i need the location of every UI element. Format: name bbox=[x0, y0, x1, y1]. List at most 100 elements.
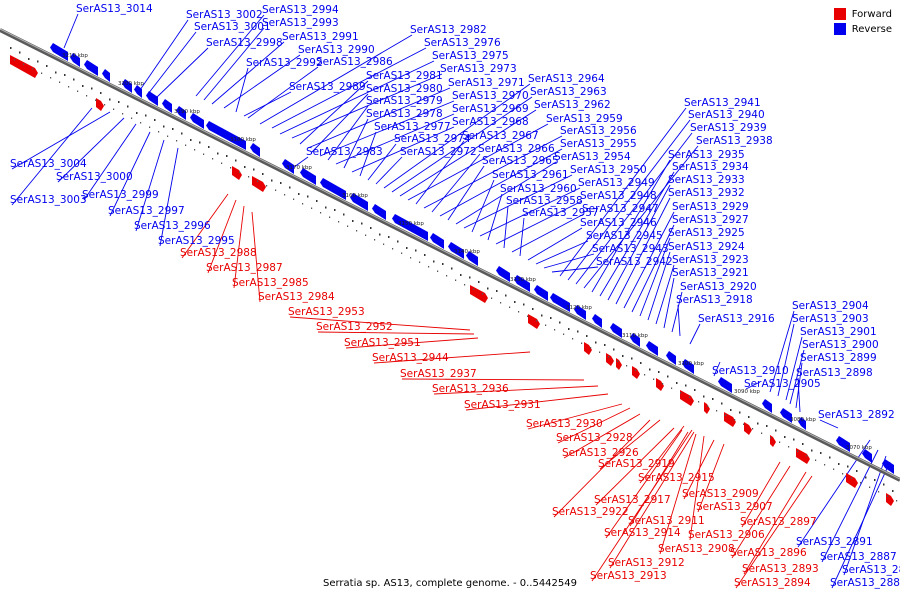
gene-label: SerAS13_2954 bbox=[554, 151, 631, 163]
leader-line bbox=[359, 131, 377, 177]
kbp-tick-label: 3200 kbp bbox=[118, 81, 144, 87]
kbp-tick-label: 3170 kbp bbox=[286, 165, 312, 171]
leader-line bbox=[247, 66, 319, 119]
leader-line bbox=[631, 224, 675, 313]
scale-dot bbox=[293, 198, 295, 200]
leader-line bbox=[181, 193, 229, 259]
scale-dot bbox=[397, 240, 399, 243]
scale-dot bbox=[199, 141, 201, 144]
scale-dot bbox=[748, 416, 750, 418]
gene-label: SerAS13_2931 bbox=[464, 399, 541, 411]
leader-line bbox=[83, 123, 137, 201]
leader-line bbox=[423, 135, 563, 209]
scale-dot bbox=[379, 233, 381, 236]
scale-dot bbox=[226, 155, 228, 157]
gene-label: SerAS13_2919 bbox=[598, 458, 675, 470]
gene-label: SerAS13_2963 bbox=[530, 86, 607, 98]
leader-line bbox=[291, 73, 443, 139]
gene-label: SerAS13_2982 bbox=[410, 24, 487, 36]
gene-label: SerAS13_2906 bbox=[688, 529, 765, 541]
leader-line bbox=[407, 123, 549, 201]
gene-label: SerAS13_2909 bbox=[682, 488, 759, 500]
scale-dot bbox=[770, 437, 772, 439]
scale-dot bbox=[505, 294, 507, 297]
leader-line bbox=[139, 19, 189, 91]
gene-label: SerAS13_2979 bbox=[366, 95, 443, 107]
scale-dot bbox=[626, 365, 628, 367]
leader-line bbox=[535, 240, 589, 265]
scale-dot bbox=[716, 410, 718, 412]
forward-swatch bbox=[833, 8, 846, 20]
scale-dot bbox=[280, 182, 282, 184]
label-leader-lines bbox=[11, 13, 891, 589]
leader-line bbox=[109, 131, 151, 217]
gene-label: SerAS13_2986 bbox=[316, 56, 393, 68]
gene-label: SerAS13_2950 bbox=[570, 164, 647, 176]
gene-label: SerAS13_2913 bbox=[590, 570, 667, 582]
scale-dot bbox=[352, 220, 354, 222]
gene-label: SerAS13_2988 bbox=[180, 247, 257, 259]
leader-line bbox=[553, 419, 651, 518]
gene-label: SerAS13_2930 bbox=[526, 418, 603, 430]
scale-dot bbox=[343, 213, 345, 216]
reverse-gene bbox=[718, 377, 732, 393]
forward-gene bbox=[846, 473, 858, 488]
leader-line bbox=[591, 159, 671, 293]
leader-line bbox=[203, 27, 265, 101]
scale-dot bbox=[712, 398, 714, 400]
scale-dot bbox=[892, 490, 894, 492]
scale-dot bbox=[190, 139, 192, 141]
scale-dot bbox=[707, 405, 709, 407]
reverse-gene bbox=[372, 204, 386, 220]
scale-dot bbox=[289, 186, 291, 189]
gene-label: SerAS13_2957 bbox=[522, 207, 599, 219]
scale-dot bbox=[752, 428, 754, 430]
scale-dot bbox=[320, 212, 322, 214]
scale-dot bbox=[464, 284, 466, 286]
scale-dot bbox=[838, 463, 840, 465]
leader-line bbox=[439, 148, 563, 217]
leader-line bbox=[671, 291, 683, 333]
gene-label: SerAS13_2910 bbox=[712, 365, 789, 377]
scale-dot bbox=[302, 203, 304, 205]
scale-dot bbox=[271, 179, 273, 182]
leader-line bbox=[609, 431, 695, 569]
reverse-gene bbox=[206, 121, 246, 150]
leader-line bbox=[551, 266, 599, 273]
reverse-gene bbox=[146, 91, 158, 106]
scale-dot bbox=[613, 348, 615, 351]
leader-line bbox=[311, 93, 369, 153]
scale-dot bbox=[536, 320, 538, 322]
reverse-gene bbox=[592, 314, 602, 328]
scale-dot bbox=[550, 317, 552, 319]
kbp-tick-label: 3080 kbp bbox=[790, 417, 816, 423]
leader-line bbox=[243, 91, 292, 117]
gene-label: SerAS13_2915 bbox=[638, 472, 715, 484]
scale-dot bbox=[230, 167, 232, 169]
scale-dot bbox=[374, 239, 376, 241]
scale-dot bbox=[869, 486, 871, 488]
scale-dot bbox=[239, 171, 241, 173]
leader-line bbox=[57, 117, 125, 183]
kbp-tick-label: 3120 kbp bbox=[566, 305, 592, 311]
scale-dot bbox=[383, 243, 385, 245]
scale-dot bbox=[73, 78, 75, 81]
leader-line bbox=[401, 378, 585, 381]
scale-dot bbox=[109, 98, 111, 101]
leader-line bbox=[697, 443, 725, 513]
leader-line bbox=[769, 310, 795, 393]
reverse-gene bbox=[798, 417, 806, 430]
kbp-tick-label: 3210 kbp bbox=[62, 53, 88, 59]
gene-label: SerAS13_2944 bbox=[372, 352, 449, 364]
gene-label: SerAS13_2942 bbox=[596, 256, 673, 268]
gene-label: SerAS13_2916 bbox=[698, 313, 775, 325]
scale-dot bbox=[104, 104, 106, 106]
gene-label: SerAS13_2922 bbox=[552, 506, 629, 518]
gene-label: SerAS13_2918 bbox=[676, 294, 753, 306]
gene-label: SerAS13_2898 bbox=[796, 367, 873, 379]
reverse-gene bbox=[448, 242, 464, 259]
scale-dot bbox=[563, 333, 565, 335]
scale-dot bbox=[568, 328, 570, 330]
scale-dot bbox=[244, 166, 246, 168]
